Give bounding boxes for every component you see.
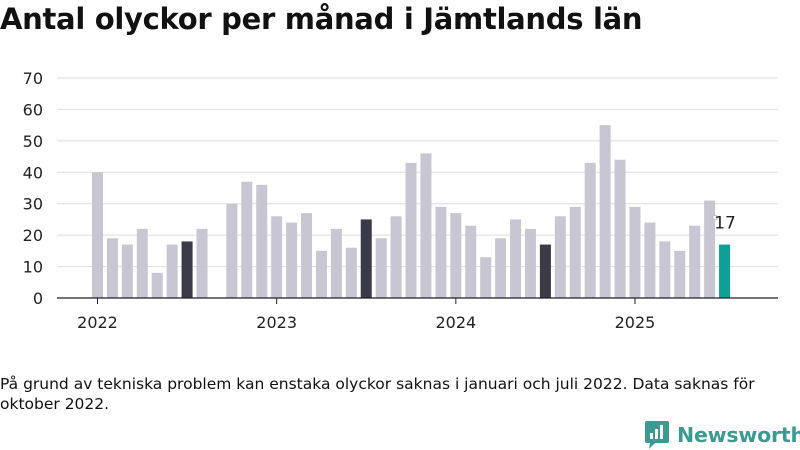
bar bbox=[271, 216, 283, 298]
bar bbox=[241, 181, 253, 298]
y-tick-label: 60 bbox=[23, 100, 43, 119]
x-tick-label: 2025 bbox=[615, 313, 656, 332]
bar bbox=[584, 162, 596, 298]
chart-title: Antal olyckor per månad i Jämtlands län bbox=[0, 2, 643, 36]
x-tick-label: 2024 bbox=[435, 313, 476, 332]
brand-logo: Newsworthy bbox=[644, 420, 800, 450]
bar bbox=[599, 125, 611, 299]
y-tick-label: 10 bbox=[23, 258, 43, 277]
bar bbox=[121, 244, 133, 298]
bar bbox=[166, 244, 178, 298]
bar bbox=[390, 216, 402, 298]
y-tick-label: 40 bbox=[23, 163, 43, 182]
bar bbox=[614, 159, 626, 298]
bar bbox=[196, 228, 208, 298]
bar bbox=[181, 241, 193, 298]
bar bbox=[524, 228, 536, 298]
footnote: På grund av tekniska problem kan enstaka… bbox=[0, 375, 755, 413]
y-tick-label: 50 bbox=[23, 132, 43, 151]
bar bbox=[495, 238, 507, 298]
bar bbox=[360, 219, 372, 298]
bar bbox=[465, 225, 477, 298]
bar bbox=[301, 213, 313, 298]
y-tick-label: 0 bbox=[33, 289, 43, 308]
bar bbox=[704, 200, 716, 298]
bar bbox=[286, 222, 298, 298]
y-tick-label: 20 bbox=[23, 226, 43, 245]
bar bbox=[539, 244, 551, 298]
bar bbox=[480, 257, 492, 298]
y-tick-label: 70 bbox=[23, 69, 43, 88]
bar bbox=[420, 153, 432, 298]
bar bbox=[256, 184, 268, 298]
bar bbox=[345, 247, 357, 298]
bar bbox=[375, 238, 387, 298]
bar bbox=[136, 228, 148, 298]
bar bbox=[629, 206, 641, 298]
annotation-label: 17 bbox=[714, 214, 736, 234]
bar bbox=[151, 272, 163, 298]
bar bbox=[719, 244, 731, 298]
bar bbox=[674, 250, 686, 298]
bar bbox=[554, 216, 566, 298]
bar bbox=[315, 250, 327, 298]
bar bbox=[330, 228, 342, 298]
bar bbox=[644, 222, 656, 298]
bar bbox=[226, 203, 238, 298]
x-tick-label: 2022 bbox=[77, 313, 118, 332]
bar bbox=[510, 219, 522, 298]
bar bbox=[659, 241, 671, 298]
bar bbox=[450, 213, 462, 298]
brand-name: Newsworthy bbox=[677, 423, 800, 447]
bar bbox=[106, 238, 118, 298]
bar bbox=[689, 225, 701, 298]
annotation-marker bbox=[712, 214, 718, 221]
bar-chart: 0 10 20 30 40 50 60 70 2022 2023 2024 2025 17 bbox=[23, 69, 778, 332]
bar bbox=[435, 206, 447, 298]
newsworthy-logo-icon bbox=[645, 421, 669, 449]
x-tick-label: 2023 bbox=[256, 313, 297, 332]
bar bbox=[569, 206, 581, 298]
y-tick-label: 30 bbox=[23, 195, 43, 214]
bar bbox=[405, 162, 417, 298]
bar bbox=[92, 172, 103, 298]
